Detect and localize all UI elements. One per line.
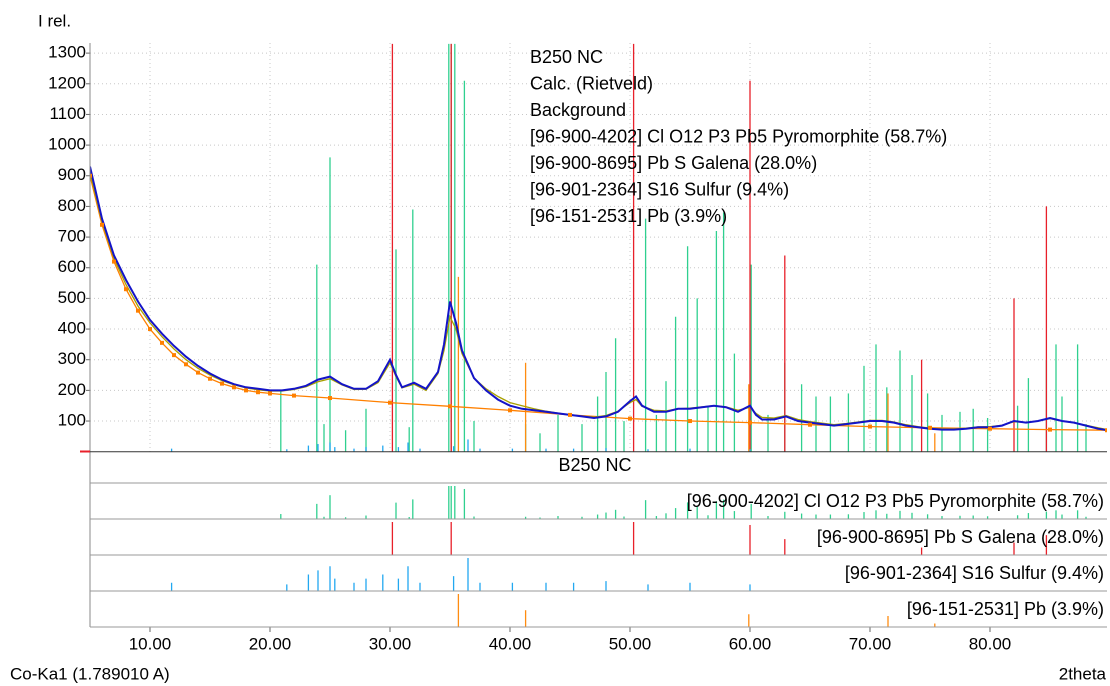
y-tick-label: 1000	[48, 135, 86, 154]
background-point	[988, 426, 992, 431]
legend-entry: [96-900-8695] Pb S Galena (28.0%)	[530, 153, 817, 173]
background-point	[808, 422, 812, 427]
x-tick-label: 80.00	[969, 634, 1012, 653]
x-axis-label: 2theta	[1059, 664, 1107, 683]
background-point	[136, 308, 140, 313]
y-tick-label: 1100	[49, 104, 86, 123]
y-tick-label: 1200	[48, 73, 86, 92]
x-tick-label: 20.00	[249, 634, 292, 653]
background-point	[196, 370, 200, 375]
background-point	[268, 391, 272, 396]
background-point	[448, 404, 452, 409]
panel-label: [96-901-2364] S16 Sulfur (9.4%)	[845, 563, 1104, 583]
plot-area	[90, 43, 1107, 452]
legend-entry: [96-900-4202] Cl O12 P3 Pb5 Pyromorphite…	[530, 126, 947, 146]
y-tick-label: 700	[58, 227, 86, 246]
x-tick-label: 30.00	[369, 634, 412, 653]
y-tick-label: 800	[58, 196, 86, 215]
y-tick-label: 300	[58, 349, 86, 368]
y-tick-label: 100	[58, 411, 86, 430]
x-tick-label: 60.00	[729, 634, 772, 653]
background-point	[1105, 428, 1107, 433]
background-point	[232, 385, 236, 390]
background-point	[508, 408, 512, 413]
background-point	[112, 259, 116, 264]
x-tick-label: 10.00	[129, 634, 172, 653]
background-point	[292, 393, 296, 398]
panel-label: [96-900-8695] Pb S Galena (28.0%)	[817, 527, 1104, 547]
background-point	[628, 416, 632, 421]
phase-panels: B250 NC [96-900-4202] Cl O12 P3 Pb5 Pyrom…	[170, 455, 1104, 627]
background-point	[328, 396, 332, 401]
background-point	[220, 381, 224, 386]
wavelength-annotation: Co-Ka1 (1.789010 A)	[10, 664, 170, 683]
background-point	[160, 340, 164, 345]
legend-entry: Calc. (Rietveld)	[530, 73, 653, 93]
background-point	[868, 424, 872, 429]
legend-entry: B250 NC	[530, 47, 603, 67]
y-axis-label: I rel.	[38, 11, 71, 30]
background-point	[100, 222, 104, 227]
background-point	[148, 327, 152, 332]
background-point	[928, 425, 932, 430]
background-point	[748, 420, 752, 425]
axes: 100 200 300 400 500 600 700 800 900 1000 1100 1200 1…	[48, 43, 1107, 653]
background-point	[244, 388, 248, 393]
background-point	[1048, 427, 1052, 432]
background-point	[388, 400, 392, 405]
y-tick-label: 900	[58, 165, 86, 184]
panel-label: B250 NC	[558, 455, 631, 475]
y-tick-label: 600	[58, 257, 86, 276]
legend-entry: [96-901-2364] S16 Sulfur (9.4%)	[530, 179, 789, 199]
y-tick-label: 400	[58, 319, 86, 338]
x-tick-label: 70.00	[849, 634, 892, 653]
background-point	[90, 173, 92, 178]
background-point	[688, 419, 692, 424]
y-tick-label: 500	[58, 288, 86, 307]
panel-label: [96-151-2531] Pb (3.9%)	[907, 599, 1104, 619]
background-point	[184, 362, 188, 367]
panel-label: [96-900-4202] Cl O12 P3 Pb5 Pyromorphite…	[687, 491, 1104, 511]
background-point	[256, 390, 260, 395]
legend-entry: [96-151-2531] Pb (3.9%)	[530, 206, 727, 226]
y-tick-label: 200	[58, 380, 86, 399]
background-point	[172, 353, 176, 358]
background-point	[208, 376, 212, 381]
x-tick-label: 40.00	[489, 634, 532, 653]
y-tick-label: 1300	[48, 43, 86, 62]
legend-entry: Background	[530, 100, 626, 120]
background-point	[568, 412, 572, 417]
background-point	[124, 287, 128, 292]
x-tick-label: 50.00	[609, 634, 652, 653]
